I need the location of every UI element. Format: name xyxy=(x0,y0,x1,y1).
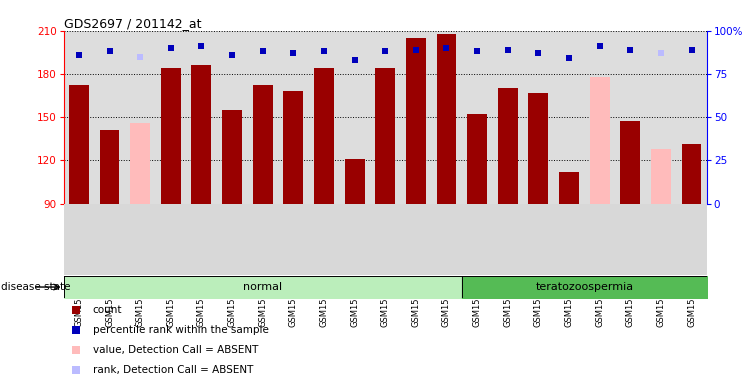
Bar xyxy=(462,204,492,275)
Bar xyxy=(584,204,615,275)
Bar xyxy=(248,204,278,275)
Bar xyxy=(309,204,340,275)
Bar xyxy=(651,149,671,204)
Text: teratozoospermia: teratozoospermia xyxy=(536,282,634,292)
Bar xyxy=(156,204,186,275)
Bar xyxy=(69,86,89,204)
Text: rank, Detection Call = ABSENT: rank, Detection Call = ABSENT xyxy=(93,365,253,375)
Bar xyxy=(99,130,120,204)
Bar xyxy=(283,91,303,204)
Bar xyxy=(345,159,364,204)
Bar xyxy=(375,68,395,204)
Bar xyxy=(431,204,462,275)
Bar xyxy=(94,204,125,275)
Bar xyxy=(559,172,579,204)
Text: normal: normal xyxy=(243,282,282,292)
Bar xyxy=(437,34,456,204)
Bar xyxy=(64,204,94,275)
Bar xyxy=(497,88,518,204)
Text: GDS2697 / 201142_at: GDS2697 / 201142_at xyxy=(64,17,201,30)
Bar xyxy=(125,204,156,275)
Bar xyxy=(528,93,548,204)
Bar xyxy=(615,204,646,275)
Bar xyxy=(400,204,431,275)
Bar xyxy=(523,204,554,275)
Text: percentile rank within the sample: percentile rank within the sample xyxy=(93,325,269,335)
Bar xyxy=(620,121,640,204)
Bar xyxy=(161,68,181,204)
Bar xyxy=(492,204,523,275)
Text: count: count xyxy=(93,305,122,315)
Bar xyxy=(370,204,400,275)
Text: value, Detection Call = ABSENT: value, Detection Call = ABSENT xyxy=(93,345,258,355)
Bar xyxy=(554,204,584,275)
Bar xyxy=(406,38,426,204)
Bar xyxy=(646,204,676,275)
Bar xyxy=(278,204,309,275)
Bar xyxy=(681,144,702,204)
Bar xyxy=(468,114,487,204)
Bar xyxy=(191,65,212,204)
Text: disease state: disease state xyxy=(1,282,71,292)
Bar xyxy=(340,204,370,275)
Bar xyxy=(253,86,272,204)
Bar xyxy=(130,123,150,204)
Bar xyxy=(222,110,242,204)
Bar xyxy=(314,68,334,204)
Bar xyxy=(589,77,610,204)
Bar xyxy=(676,204,707,275)
Bar xyxy=(217,204,248,275)
Bar xyxy=(186,204,217,275)
